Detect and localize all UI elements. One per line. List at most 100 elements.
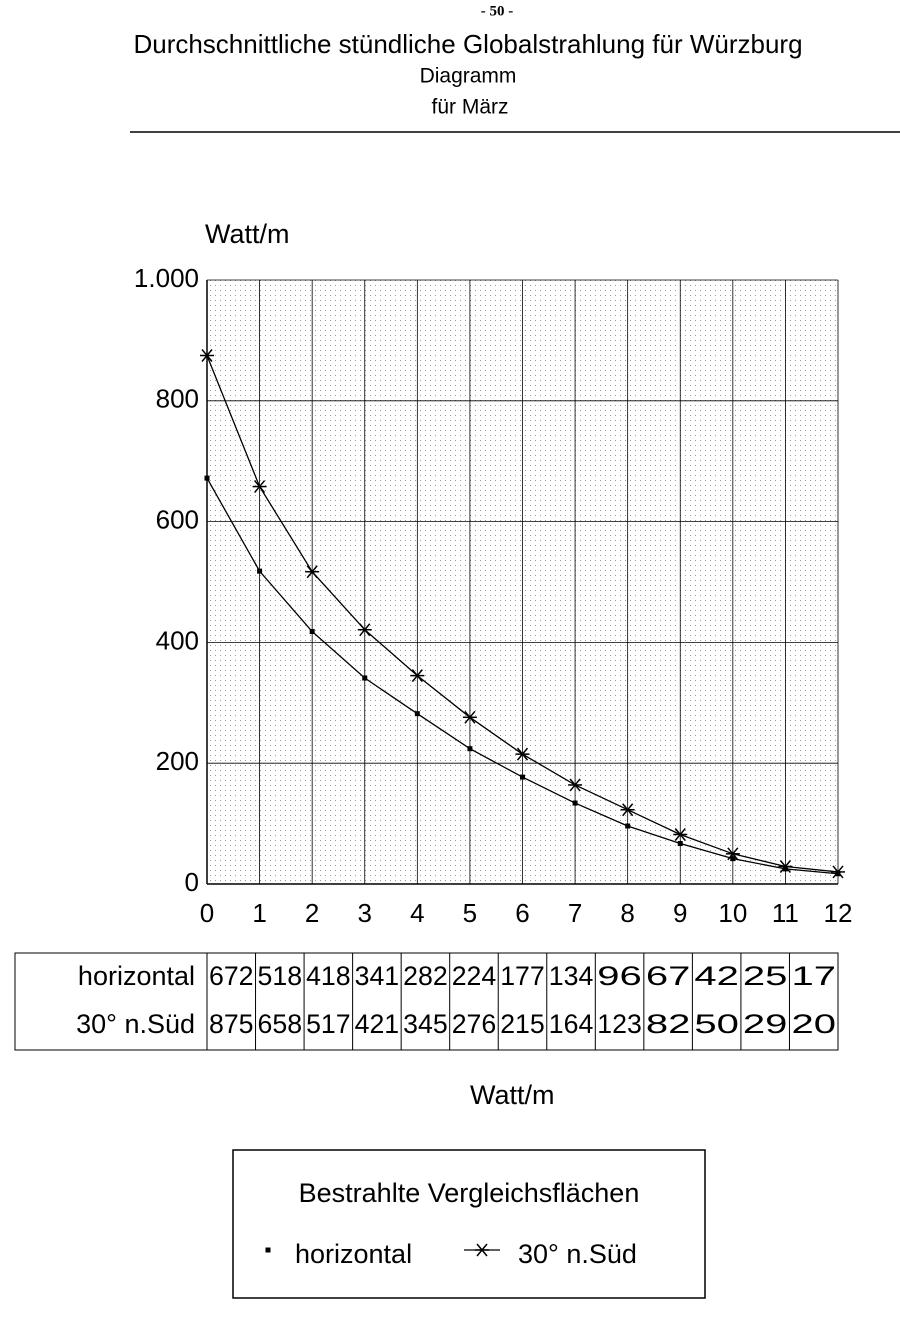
page-number: - 50 - <box>481 3 514 19</box>
data-point <box>257 568 263 574</box>
data-point <box>204 475 210 481</box>
table-row-label: horizontal <box>78 961 195 991</box>
marker-stroke <box>674 827 686 841</box>
data-point <box>357 623 372 637</box>
table-cell: 518 <box>258 961 303 991</box>
table-cell: 341 <box>355 961 400 991</box>
data-point <box>677 841 683 847</box>
table-cell: 123 <box>597 1009 642 1039</box>
table-cell: 29 <box>743 1009 788 1039</box>
table-cell: 177 <box>500 961 545 991</box>
x-tick-label: 2 <box>305 898 319 928</box>
data-point <box>362 675 368 681</box>
marker-stroke <box>727 847 739 861</box>
x-tick-label: 4 <box>410 898 424 928</box>
data-point <box>620 803 635 817</box>
legend-title: Bestrahlte Vergleichsflächen <box>299 1178 640 1208</box>
data-point <box>515 747 530 761</box>
y-tick-label: 800 <box>156 384 199 414</box>
data-point <box>252 480 267 494</box>
table-cell: 82 <box>646 1009 691 1039</box>
x-tick-label: 1 <box>252 898 266 928</box>
table-cell: 215 <box>500 1009 545 1039</box>
x-tick-label: 8 <box>620 898 634 928</box>
table-cell: 345 <box>403 1009 448 1039</box>
marker-stroke <box>201 349 213 362</box>
x-tick-label: 5 <box>463 898 477 928</box>
x-tick-label: 11 <box>772 898 799 928</box>
y-tick-label: 400 <box>156 625 199 655</box>
data-point <box>725 847 740 861</box>
table-unit-label: Watt/m <box>470 1080 555 1110</box>
table-cell: 67 <box>646 961 691 991</box>
marker-stroke <box>779 860 791 873</box>
marker-stroke <box>622 803 634 817</box>
data-point <box>778 860 793 873</box>
table-cell: 50 <box>694 1009 739 1039</box>
table-cell: 658 <box>258 1009 303 1039</box>
legend-label: 30° n.Süd <box>518 1239 637 1269</box>
data-point <box>831 865 845 879</box>
data-point <box>520 774 525 780</box>
marker-stroke <box>464 710 476 724</box>
data-point <box>673 827 688 841</box>
data-point <box>568 778 583 792</box>
y-axis-label: Watt/m <box>205 219 290 249</box>
data-point <box>410 669 425 683</box>
legend-box <box>232 1149 706 1299</box>
chart-subtitle: Diagramm <box>420 65 517 88</box>
legend-label: horizontal <box>295 1239 412 1269</box>
table-cell: 672 <box>209 961 254 991</box>
data-point <box>467 746 473 752</box>
table-cell: 17 <box>791 961 836 991</box>
data-point <box>305 565 320 579</box>
table-frame <box>14 952 839 1051</box>
table-cell: 276 <box>452 1009 497 1039</box>
table-cell: 875 <box>209 1009 254 1039</box>
x-tick-label: 10 <box>718 898 747 928</box>
y-tick-label: 600 <box>156 504 199 534</box>
x-tick-label: 0 <box>200 898 214 928</box>
table-cell: 418 <box>306 961 351 991</box>
table-cell: 134 <box>549 961 594 991</box>
data-point <box>835 871 841 877</box>
data-point <box>462 710 477 724</box>
table-cell: 42 <box>694 961 739 991</box>
marker-stroke <box>476 1243 488 1257</box>
marker-stroke <box>359 623 371 637</box>
x-tick-label: 6 <box>515 898 529 928</box>
y-tick-label: 1.000 <box>134 263 199 293</box>
data-point <box>782 866 788 872</box>
x-tick-label: 3 <box>358 898 372 928</box>
data-point <box>625 823 631 829</box>
table-cell: 20 <box>791 1009 836 1039</box>
data-point <box>309 629 315 635</box>
data-point <box>414 711 420 717</box>
table-cell: 224 <box>452 961 497 991</box>
marker-stroke <box>516 747 529 761</box>
marker-stroke <box>569 778 581 792</box>
x-tick-label: 12 <box>824 898 853 928</box>
legend-marker <box>265 1247 271 1253</box>
marker-stroke <box>832 865 844 879</box>
data-point <box>572 800 578 806</box>
marker-stroke <box>254 480 266 494</box>
y-tick-label: 200 <box>156 746 199 776</box>
data-point <box>730 856 736 862</box>
data-point <box>200 349 214 362</box>
legend-marker <box>475 1243 489 1257</box>
table-cell: 96 <box>597 961 642 991</box>
table-row-label: 30° n.Süd <box>76 1009 195 1039</box>
chart-subtitle: für März <box>431 96 508 119</box>
table-cell: 25 <box>743 961 788 991</box>
table-cell: 517 <box>306 1009 351 1039</box>
chart-title: Durchschnittliche stündliche Globalstrah… <box>133 29 802 59</box>
x-tick-label: 9 <box>673 898 687 928</box>
table-cell: 421 <box>355 1009 400 1039</box>
y-tick-label: 0 <box>185 867 199 897</box>
table-cell: 164 <box>549 1009 594 1039</box>
table-cell: 282 <box>403 961 448 991</box>
marker-stroke <box>306 565 318 579</box>
marker-stroke <box>411 669 423 683</box>
